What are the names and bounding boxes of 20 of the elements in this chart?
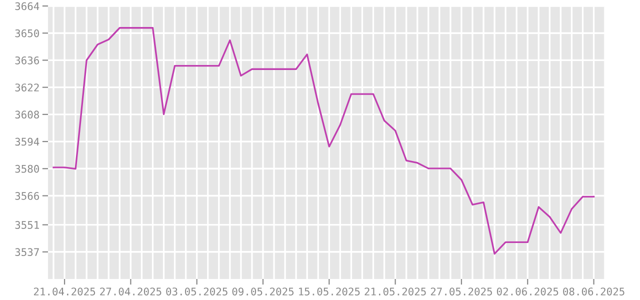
line-series (52, 27, 595, 255)
y-tick-label: 3608 (15, 110, 39, 119)
x-tick-label: 02.06.2025 (496, 288, 558, 296)
x-tick-label: 08.06.2025 (563, 288, 624, 296)
y-tick-label: 3580 (15, 164, 39, 173)
y-tick-label: 3537 (15, 248, 39, 256)
x-tick-label: 27.04.2025 (100, 288, 162, 296)
x-tick-label: 21.05.2025 (364, 288, 426, 296)
x-tick-label: 15.05.2025 (299, 288, 360, 296)
x-tick-label: 27.05.2025 (430, 288, 492, 296)
y-tick-label: 3664 (15, 2, 40, 10)
x-tick-label: 21.04.2025 (34, 288, 96, 296)
x-tick-label: 09.05.2025 (232, 288, 294, 296)
y-tick-label: 3594 (15, 138, 40, 146)
y-tick-label: 3551 (15, 221, 39, 229)
x-tick-label: 03.05.2025 (166, 288, 228, 296)
y-tick-label: 3622 (15, 84, 39, 92)
y-tick-label: 3650 (15, 29, 39, 38)
y-tick-label: 3566 (15, 192, 39, 200)
y-tick-label: 3636 (15, 56, 39, 64)
